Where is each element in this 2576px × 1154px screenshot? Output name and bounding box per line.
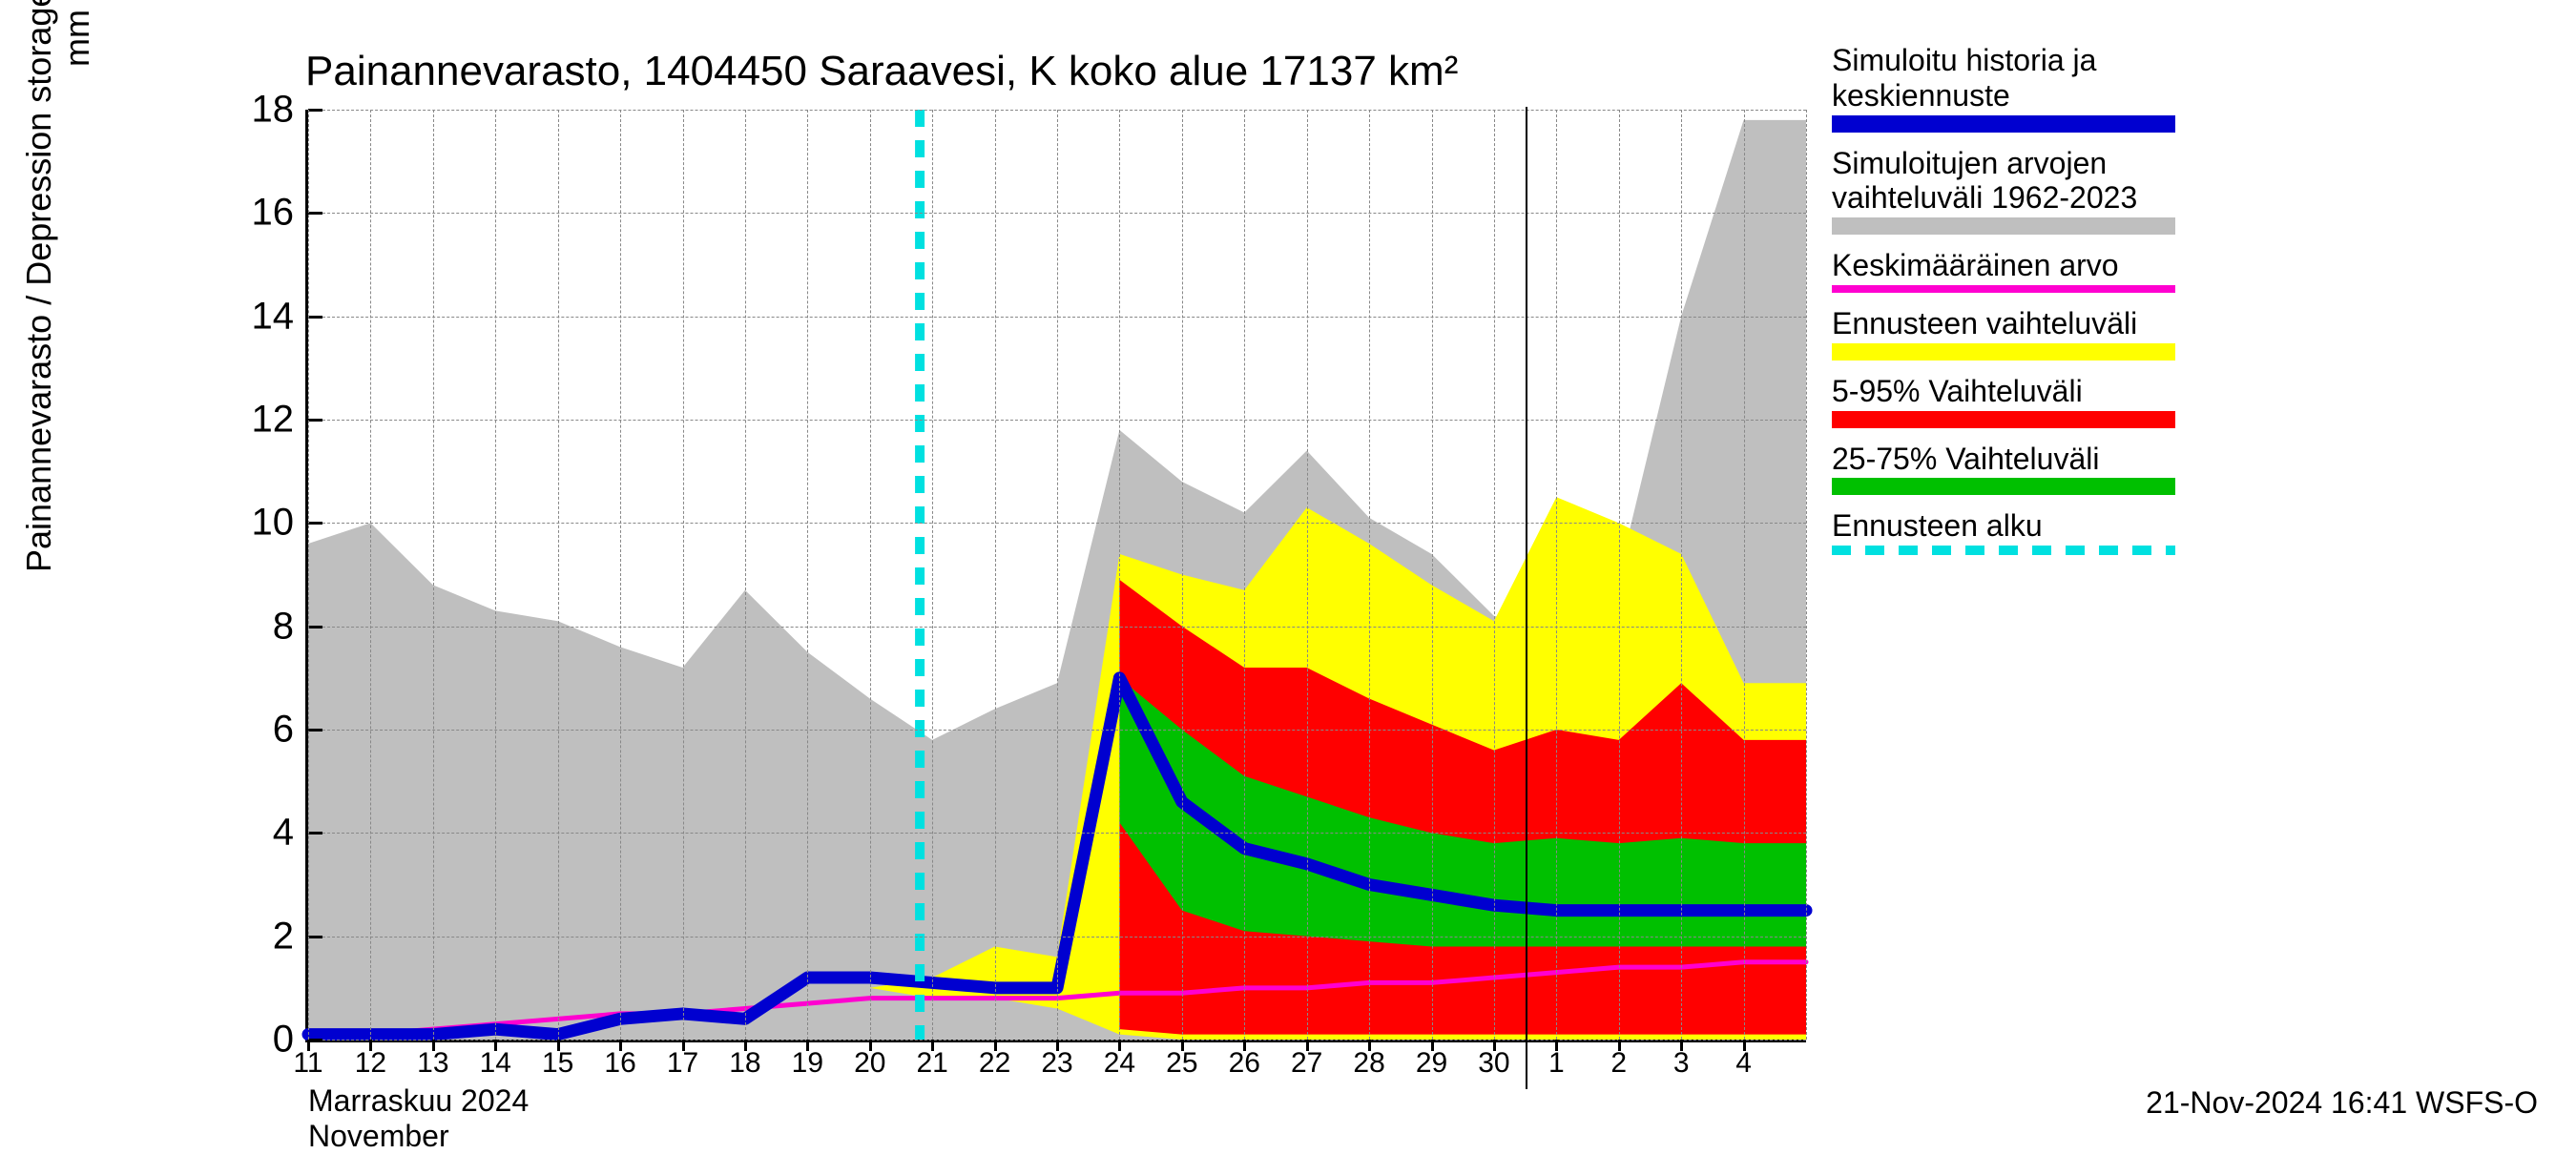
y-tick-label: 2: [218, 915, 294, 958]
timestamp: 21-Nov-2024 16:41 WSFS-O: [2146, 1085, 2538, 1121]
legend-item: 5-95% Vaihteluväli: [1832, 374, 2538, 428]
chart-container: Painannevarasto / Depression storage mm …: [0, 0, 2576, 1144]
x-tick-label: 24: [1104, 1047, 1135, 1080]
legend-label: Simuloitujen arvojen: [1832, 146, 2538, 181]
x-tick-label: 21: [916, 1047, 947, 1080]
x-tick-label: 25: [1166, 1047, 1197, 1080]
x-tick-label: 16: [604, 1047, 635, 1080]
x-tick-label: 3: [1673, 1047, 1690, 1080]
legend-swatch: [1832, 546, 2175, 555]
x-tick-label: 18: [729, 1047, 760, 1080]
y-tick-label: 6: [218, 709, 294, 752]
legend-label: Ennusteen vaihteluväli: [1832, 306, 2538, 341]
y-tick-label: 18: [218, 89, 294, 132]
legend-label: keskiennuste: [1832, 78, 2538, 113]
x-tick-label: 12: [355, 1047, 386, 1080]
y-tick-label: 16: [218, 192, 294, 235]
x-month-label: November: [308, 1119, 529, 1154]
x-tick-label: 14: [480, 1047, 511, 1080]
legend-swatch: [1832, 478, 2175, 495]
plot-area: 0246810121416181112131415161718192021222…: [305, 110, 1806, 1042]
legend-item: Simuloitu historia jakeskiennuste: [1832, 43, 2538, 133]
x-tick-label: 22: [979, 1047, 1010, 1080]
legend-label: Ennusteen alku: [1832, 508, 2538, 544]
legend-swatch: [1832, 343, 2175, 361]
legend-label: vaihteluväli 1962-2023: [1832, 180, 2538, 216]
x-month-label: Marraskuu 2024: [308, 1083, 529, 1119]
x-tick-label: 29: [1416, 1047, 1447, 1080]
x-tick-label: 17: [667, 1047, 698, 1080]
y-tick-label: 8: [218, 605, 294, 648]
legend-label: 5-95% Vaihteluväli: [1832, 374, 2538, 409]
legend-swatch: [1832, 411, 2175, 428]
x-tick-label: 28: [1353, 1047, 1384, 1080]
legend-item: Ennusteen alku: [1832, 508, 2538, 555]
y-tick-label: 12: [218, 399, 294, 442]
legend-label: Simuloitu historia ja: [1832, 43, 2538, 78]
x-tick-label: 30: [1478, 1047, 1509, 1080]
x-tick-label: 20: [854, 1047, 885, 1080]
x-tick-label: 2: [1610, 1047, 1627, 1080]
legend-item: 25-75% Vaihteluväli: [1832, 442, 2538, 496]
x-tick-label: 27: [1291, 1047, 1322, 1080]
y-axis-unit: mm: [57, 10, 97, 67]
legend-item: Simuloitujen arvojenvaihteluväli 1962-20…: [1832, 146, 2538, 236]
legend-item: Ennusteen vaihteluväli: [1832, 306, 2538, 361]
y-tick-label: 4: [218, 812, 294, 855]
legend-swatch: [1832, 217, 2175, 235]
y-tick-label: 0: [218, 1019, 294, 1061]
y-tick-label: 10: [218, 502, 294, 545]
y-tick-label: 14: [218, 295, 294, 338]
legend-item: Keskimääräinen arvo: [1832, 248, 2538, 293]
x-tick-label: 26: [1229, 1047, 1260, 1080]
x-tick-label: 19: [792, 1047, 823, 1080]
legend-label: 25-75% Vaihteluväli: [1832, 442, 2538, 477]
legend: Simuloitu historia jakeskiennusteSimuloi…: [1832, 43, 2538, 568]
legend-swatch: [1832, 285, 2175, 293]
legend-swatch: [1832, 115, 2175, 133]
x-tick-label: 11: [293, 1047, 322, 1080]
x-tick-label: 23: [1041, 1047, 1072, 1080]
x-tick-label: 13: [417, 1047, 448, 1080]
legend-label: Keskimääräinen arvo: [1832, 248, 2538, 283]
x-tick-label: 4: [1735, 1047, 1752, 1080]
x-tick-label: 15: [542, 1047, 573, 1080]
chart-title: Painannevarasto, 1404450 Saraavesi, K ko…: [305, 48, 1458, 95]
y-axis-label: Painannevarasto / Depression storage: [19, 0, 59, 572]
x-tick-label: 1: [1548, 1047, 1565, 1080]
